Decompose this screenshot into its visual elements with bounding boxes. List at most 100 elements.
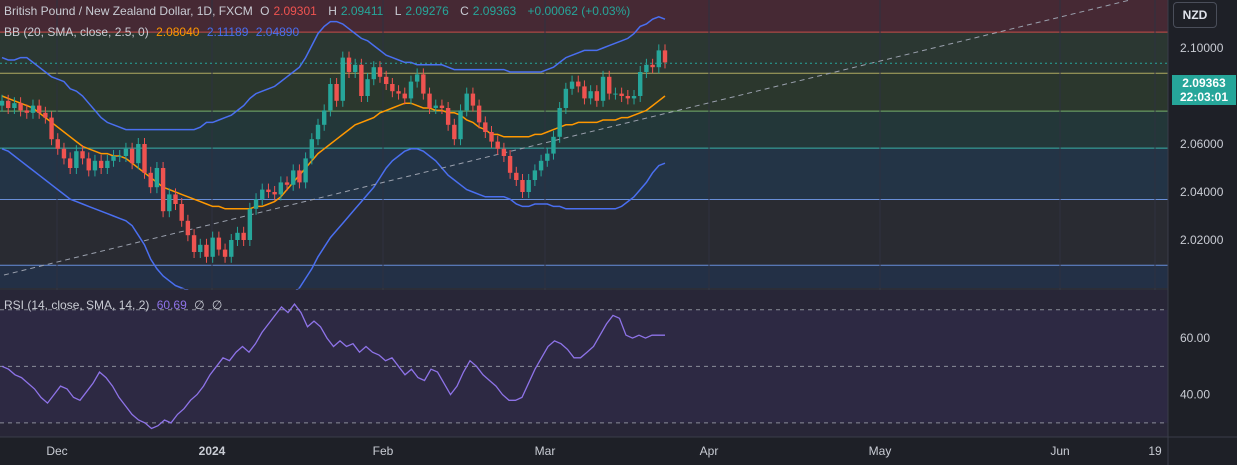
bb-upper-value: 2.11189 xyxy=(206,25,249,39)
candle-body xyxy=(390,84,395,92)
rsi-label: RSI (14, close, SMA, 14, 2) xyxy=(4,298,150,312)
level-band xyxy=(0,265,1168,288)
bb-basis-value: 2.08040 xyxy=(156,25,200,39)
currency-button[interactable]: NZD xyxy=(1173,2,1217,28)
candle-body xyxy=(662,50,668,63)
candle-body xyxy=(173,194,178,204)
candle-body xyxy=(49,117,54,140)
candle-body xyxy=(129,148,135,164)
candle-body xyxy=(371,67,376,80)
candle-body xyxy=(563,88,569,108)
candle-body xyxy=(5,100,11,108)
candle-body xyxy=(514,172,519,180)
candle-body xyxy=(18,103,23,111)
candle-body xyxy=(464,93,469,111)
candle-body xyxy=(607,76,612,94)
candle-body xyxy=(80,151,85,159)
candle-body xyxy=(86,158,91,171)
time-tick-label: Dec xyxy=(46,444,67,458)
candle-body xyxy=(142,144,147,173)
candle-body xyxy=(179,204,184,221)
candle-body xyxy=(625,96,631,99)
candle-body xyxy=(396,91,401,94)
candle-body xyxy=(470,93,476,106)
candle-body xyxy=(148,172,153,188)
time-tick-label: 2024 xyxy=(199,444,226,458)
rsi-tick-label: 60.00 xyxy=(1180,331,1210,345)
candle-body xyxy=(272,192,277,195)
rsi-extra-value: ∅ xyxy=(211,298,223,312)
candle-body xyxy=(297,170,302,183)
candle-body xyxy=(98,160,104,168)
candle-body xyxy=(253,199,259,209)
candle-body xyxy=(594,91,600,101)
low-value: 2.09276 xyxy=(405,4,449,18)
candle-body xyxy=(222,249,228,257)
candle-body xyxy=(631,96,637,99)
open-value: 2.09301 xyxy=(273,4,317,18)
candle-body xyxy=(105,160,110,168)
candle-body xyxy=(421,74,426,94)
candle-body xyxy=(266,189,271,192)
candle-body xyxy=(191,235,197,252)
candle-body xyxy=(619,93,624,96)
candle-body xyxy=(229,240,234,257)
candle-body xyxy=(414,74,420,82)
time-tick-label: Mar xyxy=(535,444,556,458)
candle-body xyxy=(613,93,618,95)
candle-body xyxy=(291,170,296,185)
change-value: +0.00062 (+0.03%) xyxy=(527,4,631,18)
candle-body xyxy=(445,108,451,125)
candle-body xyxy=(650,64,655,68)
candle-body xyxy=(408,81,414,99)
candle-body xyxy=(154,168,160,188)
candle-body xyxy=(92,160,98,171)
time-tick-label: Apr xyxy=(700,444,719,458)
symbol-title: British Pound / New Zealand Dollar, 1D, … xyxy=(4,4,253,18)
candle-body xyxy=(12,103,17,108)
candle-body xyxy=(198,244,203,252)
candle-body xyxy=(476,105,482,123)
candle-body xyxy=(433,105,438,108)
candle-body xyxy=(427,93,432,108)
candle-body xyxy=(247,208,253,240)
candle-body xyxy=(0,100,5,106)
candle-body xyxy=(569,81,575,89)
candle-body xyxy=(520,180,525,192)
candle-body xyxy=(489,132,494,142)
symbol-legend: British Pound / New Zealand Dollar, 1D, … xyxy=(4,4,634,18)
time-tick-label: May xyxy=(869,444,892,458)
rsi-legend: RSI (14, close, SMA, 14, 2) 60.69 ∅ ∅ xyxy=(4,298,226,312)
level-band xyxy=(0,199,1168,266)
low-label: L xyxy=(394,4,402,18)
candle-body xyxy=(328,84,333,111)
candle-body xyxy=(167,194,172,212)
candle-body xyxy=(210,237,215,257)
candle-body xyxy=(303,158,308,183)
bb-lower-line xyxy=(1,148,666,304)
candle-body xyxy=(359,64,364,96)
candle-body xyxy=(600,76,606,101)
candle-body xyxy=(111,156,116,161)
last-price-value: 2.09363 xyxy=(1182,76,1226,90)
time-tick-label: 19 xyxy=(1148,444,1162,458)
high-value: 2.09411 xyxy=(340,4,384,18)
candle-body xyxy=(315,124,321,140)
candle-body xyxy=(501,148,507,156)
level-band xyxy=(0,148,1168,200)
level-band xyxy=(0,32,1168,74)
price-tick-label: 2.10000 xyxy=(1180,41,1224,55)
rsi-value: 60.69 xyxy=(156,298,187,312)
candle-body xyxy=(526,180,531,192)
candle-body xyxy=(160,168,166,212)
candle-body xyxy=(30,105,36,113)
candle-body xyxy=(309,139,315,159)
candle-body xyxy=(638,72,643,96)
candle-body xyxy=(452,124,457,140)
candle-body xyxy=(582,86,587,99)
candle-body xyxy=(346,57,352,72)
candle-body xyxy=(644,64,649,72)
candle-body xyxy=(557,108,562,137)
candle-body xyxy=(67,158,73,168)
